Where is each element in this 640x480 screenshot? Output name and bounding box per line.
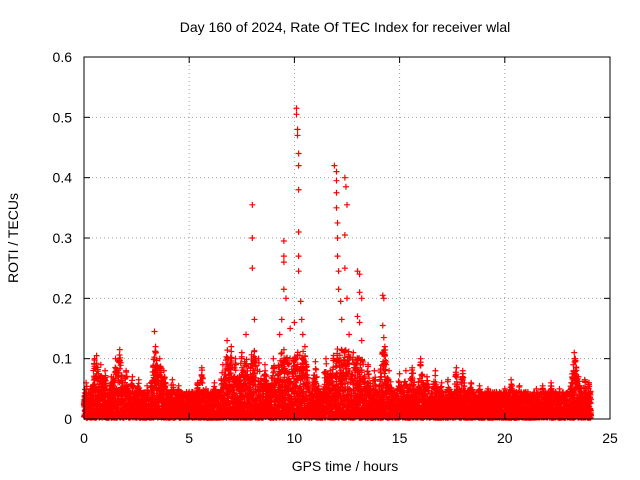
baseline-point (112, 364, 119, 371)
baseline-point (93, 360, 100, 367)
baseline-point (116, 365, 123, 372)
baseline-point (83, 383, 90, 390)
baseline-point (102, 380, 109, 387)
baseline-point (117, 359, 124, 366)
chart-title: Day 160 of 2024, Rate Of TEC Index for r… (180, 19, 510, 35)
baseline-point (118, 372, 125, 379)
baseline-point (123, 373, 130, 380)
grid-lines (84, 57, 610, 419)
data-points (80, 105, 594, 421)
baseline-point (116, 351, 123, 358)
baseline-point (115, 374, 122, 381)
